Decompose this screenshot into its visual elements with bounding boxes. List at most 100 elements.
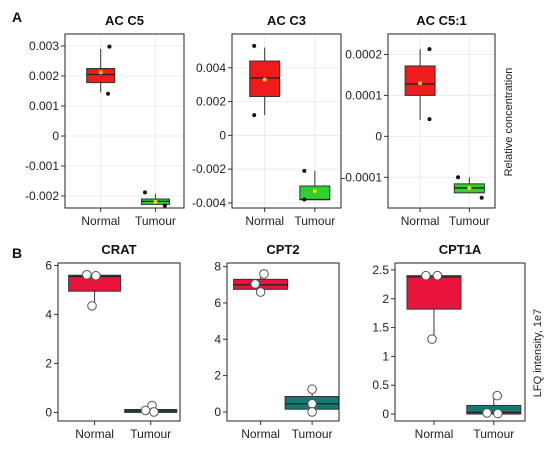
y-tick-label: 2	[45, 356, 52, 370]
y-tick-label: 1	[382, 349, 389, 363]
x-tick-label: Tumour	[130, 427, 171, 441]
box-normal	[86, 68, 116, 84]
x-tick-label: Tumour	[449, 214, 490, 228]
y-tick-label: 0.004	[196, 61, 226, 75]
x-tick-label: Tumour	[292, 427, 333, 441]
data-point	[252, 113, 257, 118]
y-tick-label: 6	[214, 296, 221, 310]
plot-frame	[394, 262, 526, 422]
chart-ac-c5-1: AC C5:1 -0.0001 0 0.0001 0.0002 Normal Tumour	[341, 13, 496, 228]
chart-title-ac-c3: AC C3	[267, 13, 306, 28]
y-tick-label: 4	[214, 332, 221, 346]
y-tick-label: -0.004	[192, 196, 226, 210]
chart-crat: CRAT 0 2 4 6 Normal Tumour	[45, 242, 181, 441]
panel-label-a: A	[12, 9, 22, 25]
x-tick-label: Normal	[245, 214, 284, 228]
y-tick-label: -0.001	[25, 159, 59, 173]
data-point	[427, 334, 437, 344]
chart-title-ac-c5: AC C5	[105, 13, 144, 28]
y-tick-label: 4	[45, 307, 52, 321]
y-tick-label: 2	[382, 292, 389, 306]
chart-cpt2: CPT2 0 2 4 6 8 Normal Tumour	[214, 242, 340, 441]
data-point	[427, 117, 432, 122]
chart-ac-c3: AC C3 -0.004 -0.002 0 0.002 0.004 Normal Tumour	[192, 13, 342, 228]
data-point	[427, 47, 432, 52]
mean-point	[262, 77, 267, 82]
data-point	[162, 203, 167, 208]
y-tick-label: -0.002	[25, 189, 59, 203]
y-tick-label: 0	[45, 405, 52, 419]
y-tick-label: -0.002	[192, 162, 226, 176]
y-tick-label: 0.002	[29, 69, 59, 83]
data-point	[302, 197, 307, 202]
chart-title-crat: CRAT	[101, 242, 136, 257]
x-tick-label: Normal	[401, 214, 440, 228]
y-tick-label: 8	[214, 260, 221, 274]
y-tick-label: 2	[214, 369, 221, 383]
y-tick-label: -0.0001	[341, 170, 382, 184]
data-point	[307, 407, 317, 417]
chart-title-cpt1a: CPT1A	[439, 242, 482, 257]
data-point	[107, 44, 112, 49]
x-tick-label: Normal	[415, 427, 454, 441]
y-tick-label: 0	[214, 405, 221, 419]
ylabel-relative-concentration: Relative concentration	[503, 68, 515, 177]
y-tick-label: 1.5	[372, 321, 389, 335]
mean-point	[312, 189, 317, 194]
plot-frame	[231, 33, 342, 209]
data-point	[307, 384, 317, 395]
data-point	[482, 408, 492, 418]
y-tick-label: 0	[52, 129, 59, 143]
chart-title-cpt2: CPT2	[266, 242, 299, 257]
data-point	[142, 190, 147, 195]
x-tick-label: Normal	[75, 427, 114, 441]
data-point	[432, 270, 443, 281]
panel-label-b: B	[12, 245, 22, 261]
mean-point	[98, 70, 103, 75]
x-tick-label: Tumour	[473, 427, 514, 441]
chart-title-ac-c5-1: AC C5:1	[416, 13, 467, 28]
plot-frame	[57, 262, 181, 422]
y-tick-label: 6	[45, 258, 52, 272]
y-tick-label: 0.0001	[345, 88, 382, 102]
data-point	[302, 168, 307, 173]
data-point	[255, 287, 266, 297]
y-tick-label: 2.5	[372, 263, 389, 277]
plot-frame	[64, 33, 185, 209]
data-point	[250, 279, 260, 289]
chart-cpt1a: CPT1A 0 0.5 1 1.5 2 2.5 Normal Tumour	[372, 242, 526, 441]
x-tick-label: Tumour	[294, 214, 335, 228]
data-point	[307, 398, 317, 409]
data-point	[492, 390, 502, 401]
mean-point	[467, 185, 472, 190]
data-point	[106, 91, 111, 96]
x-tick-label: Normal	[81, 214, 120, 228]
data-point	[493, 408, 503, 419]
ylabel-lfq-intensity: LFQ intensity, 1e7	[532, 309, 544, 397]
chart-ac-c5: AC C5 -0.002 -0.001 0 0.001 0.002 0.003 Normal T…	[25, 13, 185, 228]
box-normal	[404, 65, 436, 96]
data-point	[91, 270, 101, 281]
plot-frame	[226, 262, 340, 422]
y-tick-label: 0	[219, 128, 226, 142]
data-point	[87, 301, 97, 311]
data-point	[149, 407, 159, 417]
data-point	[456, 175, 461, 180]
plot-frame	[387, 33, 496, 209]
y-tick-label: 0.003	[29, 39, 59, 53]
data-point	[252, 43, 257, 48]
x-tick-label: Tumour	[135, 214, 176, 228]
data-point	[479, 195, 484, 200]
y-tick-label: 0.0002	[345, 47, 382, 61]
mean-point	[153, 200, 158, 204]
mean-point	[418, 81, 423, 86]
data-point	[259, 269, 269, 279]
data-point	[421, 270, 431, 281]
data-point	[82, 269, 92, 280]
y-tick-label: 0.002	[196, 95, 226, 109]
x-tick-label: Normal	[241, 427, 280, 441]
y-tick-label: 0.5	[372, 378, 389, 392]
y-tick-label: 0	[382, 407, 389, 421]
data-point	[140, 405, 151, 416]
